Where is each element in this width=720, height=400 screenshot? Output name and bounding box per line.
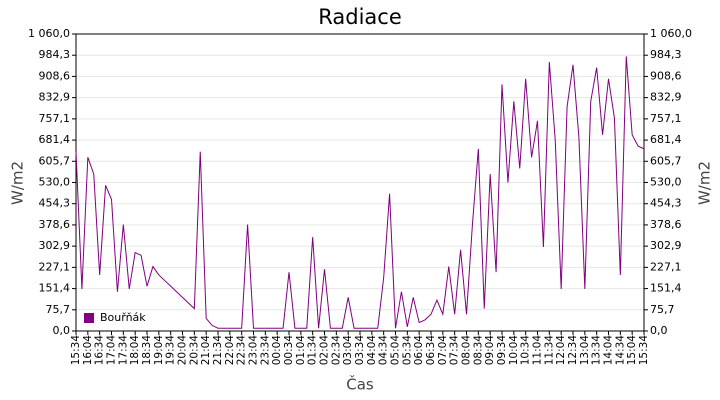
x-tick-label: 06:04 bbox=[413, 335, 425, 366]
y2-tick-label: 757,1 bbox=[650, 112, 682, 125]
x-tick-label: 17:04 bbox=[106, 335, 118, 366]
y-tick-label: 681,4 bbox=[39, 133, 71, 146]
y-tick-label: 984,3 bbox=[39, 48, 71, 61]
legend-swatch bbox=[84, 313, 94, 323]
x-tick-label: 04:04 bbox=[366, 335, 378, 366]
x-tick-label: 18:34 bbox=[141, 335, 153, 366]
y-tick-label: 530,0 bbox=[39, 176, 71, 189]
x-tick-label: 11:34 bbox=[543, 335, 555, 366]
x-tick-label: 05:04 bbox=[390, 335, 402, 366]
x-axis-label: Čas bbox=[346, 375, 374, 394]
x-tick-label: 14:34 bbox=[614, 335, 626, 366]
y2-axis-label: W/m2 bbox=[696, 161, 714, 205]
y2-tick-label: 1 060,0 bbox=[650, 27, 692, 40]
x-tick-label: 16:04 bbox=[82, 335, 94, 366]
y2-tick-label: 832,9 bbox=[650, 91, 682, 104]
x-tick-label: 14:04 bbox=[603, 335, 615, 366]
x-tick-label: 10:34 bbox=[520, 335, 532, 366]
y2-tick-label: 75,7 bbox=[650, 303, 675, 316]
x-tick-label: 08:34 bbox=[472, 335, 484, 366]
x-tick-label: 21:34 bbox=[212, 335, 224, 366]
y2-tick-label: 0,0 bbox=[650, 324, 668, 337]
y-tick-label: 0,0 bbox=[53, 324, 71, 337]
x-tick-label: 02:04 bbox=[319, 335, 331, 366]
y-tick-label: 227,1 bbox=[39, 260, 71, 273]
x-tick-label: 05:34 bbox=[401, 335, 413, 366]
y-tick-label: 302,9 bbox=[39, 239, 71, 252]
x-tick-label: 00:04 bbox=[271, 335, 283, 366]
y-axis-label: W/m2 bbox=[9, 161, 27, 205]
x-tick-label: 18:04 bbox=[129, 335, 141, 366]
x-tick-label: 10:04 bbox=[508, 335, 520, 366]
x-tick-label: 15:04 bbox=[626, 335, 638, 366]
x-tick-label: 01:04 bbox=[295, 335, 307, 366]
chart-title: Radiace bbox=[318, 5, 402, 29]
y-tick-label: 151,4 bbox=[39, 282, 71, 295]
y2-tick-label: 151,4 bbox=[650, 282, 682, 295]
y-tick-label: 75,7 bbox=[46, 303, 71, 316]
y2-tick-label: 227,1 bbox=[650, 260, 682, 273]
y-tick-label: 378,6 bbox=[39, 218, 71, 231]
y-tick-label: 605,7 bbox=[39, 154, 71, 167]
y2-tick-label: 302,9 bbox=[650, 239, 682, 252]
x-tick-label: 23:04 bbox=[248, 335, 260, 366]
x-tick-label: 11:04 bbox=[532, 335, 544, 366]
y-tick-label: 908,6 bbox=[39, 69, 71, 82]
x-tick-label: 04:34 bbox=[378, 335, 390, 366]
x-tick-label: 12:04 bbox=[555, 335, 567, 366]
y2-tick-label: 378,6 bbox=[650, 218, 682, 231]
y2-tick-label: 681,4 bbox=[650, 133, 682, 146]
x-tick-label: 07:34 bbox=[449, 335, 461, 366]
x-tick-label: 19:34 bbox=[165, 335, 177, 366]
x-tick-label: 16:34 bbox=[94, 335, 106, 366]
x-tick-label: 01:34 bbox=[307, 335, 319, 366]
x-tick-label: 13:34 bbox=[591, 335, 603, 366]
x-tick-label: 13:04 bbox=[579, 335, 591, 366]
x-tick-label: 09:04 bbox=[484, 335, 496, 366]
x-tick-label: 23:34 bbox=[259, 335, 271, 366]
x-tick-label: 12:34 bbox=[567, 335, 579, 366]
x-tick-label: 02:34 bbox=[330, 335, 342, 366]
x-tick-label: 03:34 bbox=[354, 335, 366, 366]
y-tick-label: 1 060,0 bbox=[28, 27, 70, 40]
legend-label: Bouřňák bbox=[100, 311, 146, 324]
x-tick-label: 20:04 bbox=[177, 335, 189, 366]
x-tick-label: 08:04 bbox=[461, 335, 473, 366]
x-tick-label: 03:04 bbox=[342, 335, 354, 366]
y2-tick-label: 530,0 bbox=[650, 176, 682, 189]
x-tick-label: 19:04 bbox=[153, 335, 165, 366]
x-tick-label: 22:04 bbox=[224, 335, 236, 366]
x-tick-label: 00:34 bbox=[283, 335, 295, 366]
series-line bbox=[75, 56, 645, 329]
x-tick-label: 07:04 bbox=[437, 335, 449, 366]
x-tick-label: 21:04 bbox=[200, 335, 212, 366]
x-tick-label: 20:34 bbox=[188, 335, 200, 366]
x-tick-label: 09:34 bbox=[496, 335, 508, 366]
y2-tick-label: 454,3 bbox=[650, 197, 682, 210]
y-tick-label: 757,1 bbox=[39, 112, 71, 125]
x-tick-label: 15:34 bbox=[638, 335, 650, 366]
plot-frame bbox=[75, 33, 645, 332]
x-tick-label: 22:34 bbox=[236, 335, 248, 366]
x-tick-label: 15:34 bbox=[70, 335, 82, 366]
y2-tick-label: 908,6 bbox=[650, 69, 682, 82]
y-tick-label: 454,3 bbox=[39, 197, 71, 210]
y2-tick-label: 605,7 bbox=[650, 154, 682, 167]
y-tick-label: 832,9 bbox=[39, 91, 71, 104]
x-tick-label: 06:34 bbox=[425, 335, 437, 366]
x-tick-label: 17:34 bbox=[117, 335, 129, 366]
y2-tick-label: 984,3 bbox=[650, 48, 682, 61]
